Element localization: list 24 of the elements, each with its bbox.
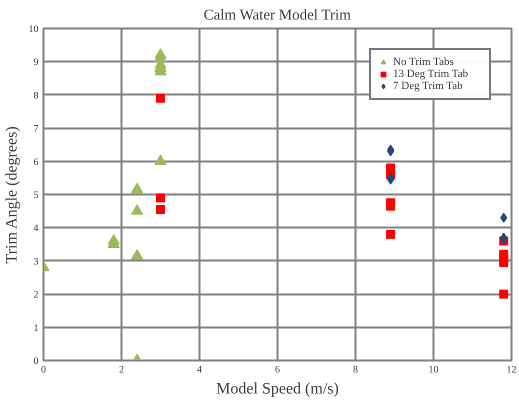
y-tick-label: 10 — [28, 24, 38, 35]
x-axis-title: Model Speed (m/s) — [216, 380, 339, 398]
x-tick-label: 8 — [353, 364, 358, 376]
y-tick-label: 6 — [34, 156, 38, 168]
x-tick-label: 4 — [197, 364, 202, 376]
y-tick-label: 8 — [34, 90, 38, 102]
x-tick-label: 10 — [428, 364, 438, 376]
x-tick-label: 12 — [506, 364, 516, 376]
x-tick-label: 2 — [119, 364, 124, 376]
legend-label: 13 Deg Trim Tab — [393, 68, 470, 80]
y-tick-label: 1 — [34, 322, 38, 334]
y-axis-title: Trim Angle (degrees) — [4, 126, 20, 264]
y-tick-label: 7 — [34, 124, 38, 135]
legend-label: 7 Deg Trim Tab — [393, 80, 464, 92]
y-tick-label: 3 — [34, 256, 38, 268]
y-tick-label: 2 — [34, 290, 38, 301]
chart-title: Calm Water Model Trim — [204, 8, 352, 24]
x-tick-label: 6 — [275, 364, 280, 376]
y-tick-label: 5 — [34, 190, 38, 201]
y-tick-label: 0 — [34, 356, 38, 367]
y-tick-label: 9 — [34, 57, 38, 68]
y-tick-label: 4 — [34, 223, 38, 234]
legend-label: No Trim Tabs — [393, 56, 455, 68]
x-tick-label: 0 — [41, 364, 46, 376]
